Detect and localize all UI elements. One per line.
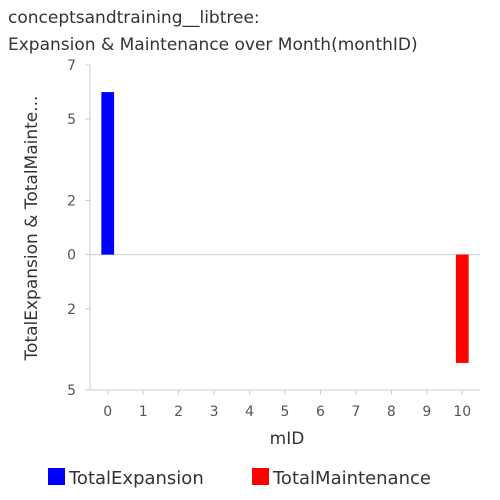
chart-title-line-1: conceptsandtraining__libtree:	[8, 8, 260, 28]
x-tick-label: 8	[387, 404, 396, 420]
x-tick-label: 9	[422, 404, 431, 420]
y-tick-label: 2	[67, 302, 76, 318]
y-axis-label: TotalExpansion & TotalMainte...	[22, 96, 42, 362]
x-tick-label: 2	[174, 404, 183, 420]
x-tick-label: 10	[453, 404, 471, 420]
legend: TotalExpansion TotalMaintenance	[48, 468, 431, 489]
x-axis-label: mID	[270, 429, 305, 449]
y-tick-label: 2	[67, 193, 76, 209]
y-tick-label: 5	[67, 383, 76, 399]
chart-title-line-2: Expansion & Maintenance over Month(month…	[8, 35, 418, 55]
x-tick-label: 3	[210, 404, 219, 420]
x-tick-label: 1	[139, 404, 148, 420]
plot-area: 7 5 2 0 2 5 0 1 2 3 4 5 6 7 8 9 10	[67, 58, 480, 420]
x-tick-label: 4	[245, 404, 254, 420]
y-tick-label: 7	[67, 58, 76, 74]
legend-label-totalexpansion: TotalExpansion	[68, 468, 204, 489]
legend-swatch-totalmaintenance	[252, 468, 269, 485]
x-tick-label: 5	[281, 404, 290, 420]
bar-totalmaintenance	[455, 254, 469, 363]
x-tick-label: 6	[316, 404, 325, 420]
x-tick-label: 7	[351, 404, 360, 420]
x-tick-label: 0	[103, 404, 112, 420]
y-tick-label: 0	[67, 248, 76, 264]
bar-totalexpansion	[101, 92, 115, 255]
y-tick-label: 5	[67, 112, 76, 128]
legend-swatch-totalexpansion	[48, 468, 65, 485]
legend-label-totalmaintenance: TotalMaintenance	[272, 468, 431, 489]
